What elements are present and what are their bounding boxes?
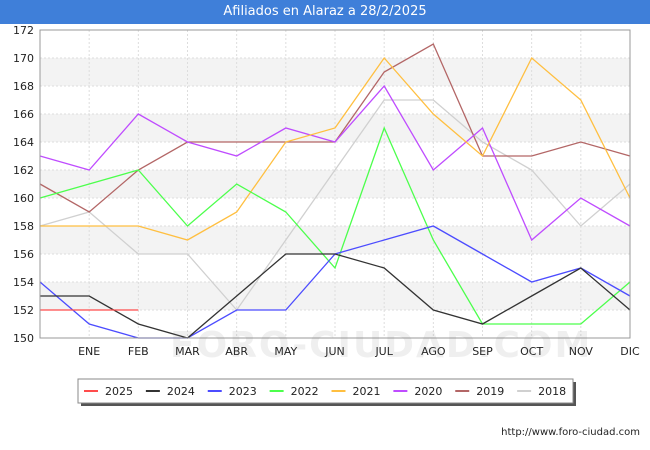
x-tick-label: ABR <box>225 345 248 358</box>
series-line-2018 <box>39 99 631 312</box>
x-tick-label: OCT <box>520 345 543 358</box>
series-line-2020 <box>39 84 631 242</box>
y-tick-label: 158 <box>13 220 34 233</box>
y-tick-label: 152 <box>13 304 34 317</box>
x-tick-label: MAY <box>274 345 297 358</box>
y-tick-label: 160 <box>13 192 34 205</box>
source-url: http://www.foro-ciudad.com <box>501 427 640 438</box>
y-tick-label: 156 <box>13 248 34 261</box>
watermark: FORO-CIUDAD.COM <box>170 325 593 366</box>
series-line-2021 <box>40 56 631 241</box>
x-tick-label: ENE <box>78 345 100 358</box>
legend-label-2023: 2023 <box>229 385 257 398</box>
x-tick-label: DIC <box>620 345 640 358</box>
y-tick-label: 172 <box>13 24 34 37</box>
x-tick-label: AGO <box>421 345 446 358</box>
legend-label-2018: 2018 <box>538 385 566 398</box>
legend-label-2020: 2020 <box>414 385 442 398</box>
series-layer <box>39 43 631 339</box>
x-tick-label: JUL <box>374 345 393 358</box>
x-tick-label: NOV <box>569 345 594 358</box>
x-tick-label: MAR <box>175 345 200 358</box>
chart-title: Afiliados en Alaraz a 28/2/2025 <box>0 0 650 24</box>
y-tick-label: 150 <box>13 332 34 345</box>
series-line-2024 <box>40 253 631 339</box>
legend: 2025 2024 2023 2022 2021 2020 2019 2018 <box>77 378 576 406</box>
legend-label-2022: 2022 <box>291 385 319 398</box>
y-tick-label: 154 <box>13 276 34 289</box>
x-tick-label: SEP <box>472 345 493 358</box>
y-tick-label: 170 <box>13 52 34 65</box>
x-tick-label: FEB <box>128 345 149 358</box>
legend-box <box>77 378 574 404</box>
legend-label-2019: 2019 <box>476 385 504 398</box>
series-line-2022 <box>39 126 631 325</box>
y-tick-label: 168 <box>13 80 34 93</box>
legend-label-2021: 2021 <box>353 385 381 398</box>
legend-label-2025: 2025 <box>105 385 133 398</box>
y-tick-label: 162 <box>13 164 34 177</box>
y-tick-label: 166 <box>13 108 34 121</box>
axes: 150 152 154 156 158 160 162 164 166 168 170 172 ENE F… <box>13 24 640 358</box>
legend-label-2024: 2024 <box>167 385 195 398</box>
y-tick-label: 164 <box>13 136 34 149</box>
x-tick-label: JUN <box>324 345 345 358</box>
plot-frame <box>39 29 631 339</box>
